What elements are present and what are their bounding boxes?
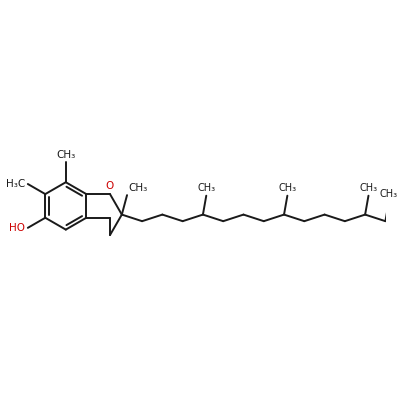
Text: CH₃: CH₃ [380, 190, 398, 200]
Text: CH₃: CH₃ [278, 183, 296, 193]
Text: CH₃: CH₃ [128, 183, 148, 193]
Text: O: O [106, 181, 114, 191]
Text: CH₃: CH₃ [56, 150, 76, 160]
Text: CH₃: CH₃ [360, 183, 378, 193]
Text: HO: HO [10, 223, 26, 233]
Text: CH₃: CH₃ [197, 183, 215, 193]
Text: H₃C: H₃C [6, 179, 26, 189]
